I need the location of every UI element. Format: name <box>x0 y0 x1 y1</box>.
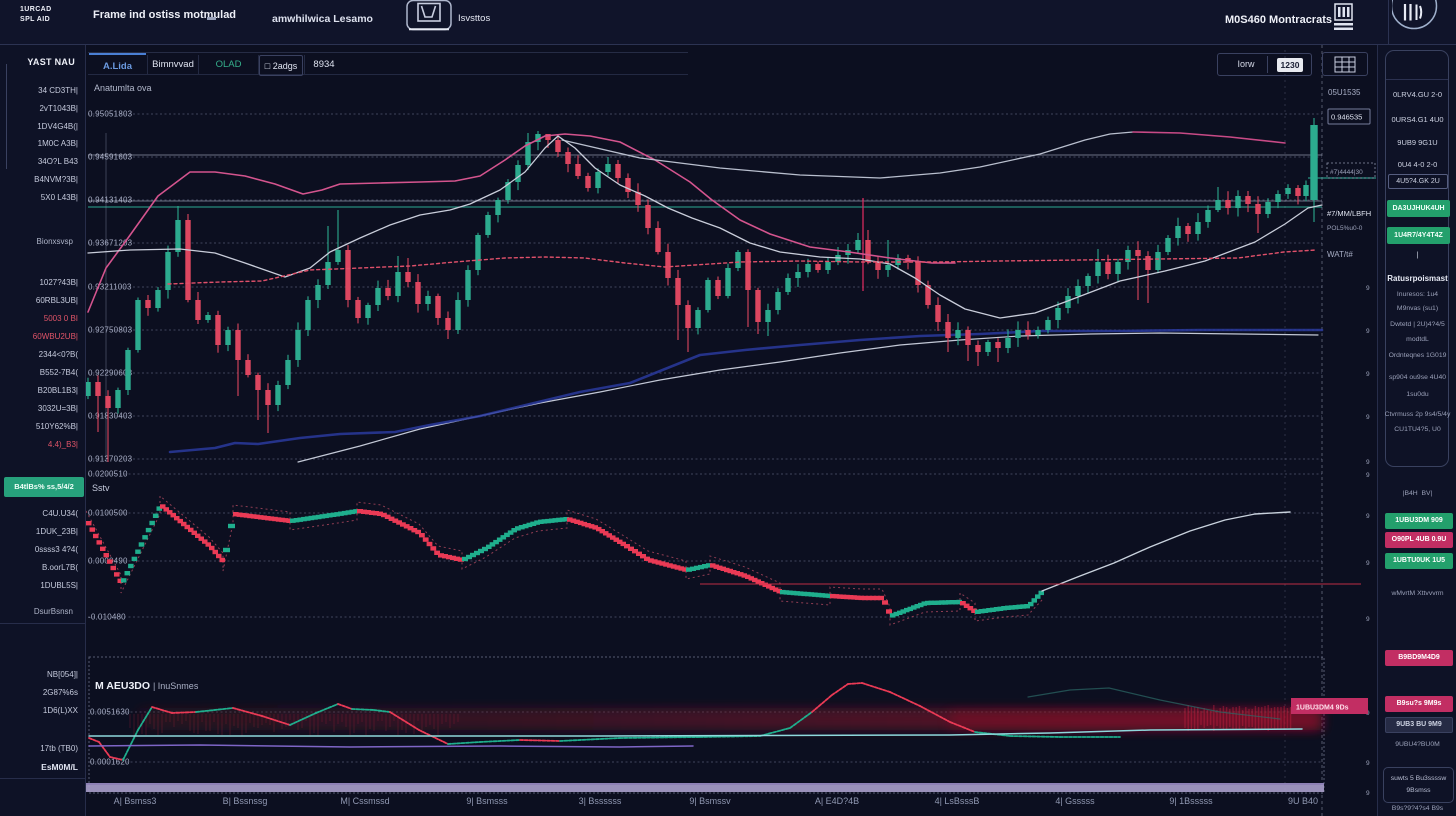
svg-text:0.91830403: 0.91830403 <box>88 412 133 421</box>
svg-text:9| 1Bsssss: 9| 1Bsssss <box>1169 796 1213 806</box>
svg-text:9| Bsmsss: 9| Bsmsss <box>466 796 508 806</box>
svg-text:9: 9 <box>1366 472 1370 479</box>
svg-text:0.95051803: 0.95051803 <box>88 110 133 119</box>
svg-text:4| LsBsssB: 4| LsBsssB <box>935 796 980 806</box>
svg-text:0.93211003: 0.93211003 <box>88 283 132 292</box>
svg-text:9: 9 <box>1366 513 1370 520</box>
svg-text:POL5%u0-0: POL5%u0-0 <box>1327 225 1363 232</box>
svg-text:B| Bssnssg: B| Bssnssg <box>223 796 268 806</box>
svg-text:9: 9 <box>1366 616 1370 623</box>
svg-text:A| E4D?4B: A| E4D?4B <box>815 796 859 806</box>
svg-text:0.0051630: 0.0051630 <box>90 708 130 717</box>
svg-text:9: 9 <box>1366 760 1370 767</box>
svg-text:0.94591603: 0.94591603 <box>88 153 133 162</box>
svg-text:0.946535: 0.946535 <box>1331 113 1362 122</box>
svg-text:9: 9 <box>1366 371 1370 378</box>
svg-text:#7)4444|30: #7)4444|30 <box>1330 169 1363 176</box>
svg-text:-0.010480: -0.010480 <box>88 613 126 622</box>
svg-text:0.92290603: 0.92290603 <box>88 369 133 378</box>
svg-text:0.94131403: 0.94131403 <box>88 196 133 205</box>
svg-text:3| Bssssss: 3| Bssssss <box>579 796 622 806</box>
svg-text:WAT/t#: WAT/t# <box>1327 250 1353 259</box>
svg-text:9| Bsmssv: 9| Bsmssv <box>689 796 731 806</box>
svg-text:9U B40: 9U B40 <box>1288 796 1318 806</box>
svg-text:0.93671203: 0.93671203 <box>88 239 133 248</box>
svg-text:#7/MM/LBFH: #7/MM/LBFH <box>1327 209 1371 218</box>
svg-text:M| Cssmssd: M| Cssmssd <box>340 796 389 806</box>
svg-text:0.0200510: 0.0200510 <box>88 470 128 479</box>
svg-text:9: 9 <box>1366 285 1370 292</box>
svg-text:9: 9 <box>1366 459 1370 466</box>
svg-text:05U1535: 05U1535 <box>1328 88 1361 97</box>
svg-text:1UBU3DM4 9Ds: 1UBU3DM4 9Ds <box>1296 705 1349 712</box>
svg-text:0.0001620: 0.0001620 <box>90 758 130 767</box>
svg-text:9: 9 <box>1366 328 1370 335</box>
svg-text:9: 9 <box>1366 790 1370 797</box>
svg-text:A| Bsmss3: A| Bsmss3 <box>114 796 157 806</box>
svg-text:0.92750803: 0.92750803 <box>88 326 133 335</box>
svg-text:9: 9 <box>1366 560 1370 567</box>
svg-text:4| Gsssss: 4| Gsssss <box>1055 796 1095 806</box>
svg-text:0.91370203: 0.91370203 <box>88 455 133 464</box>
svg-text:0.0100500: 0.0100500 <box>88 509 128 518</box>
svg-text:9: 9 <box>1366 414 1370 421</box>
